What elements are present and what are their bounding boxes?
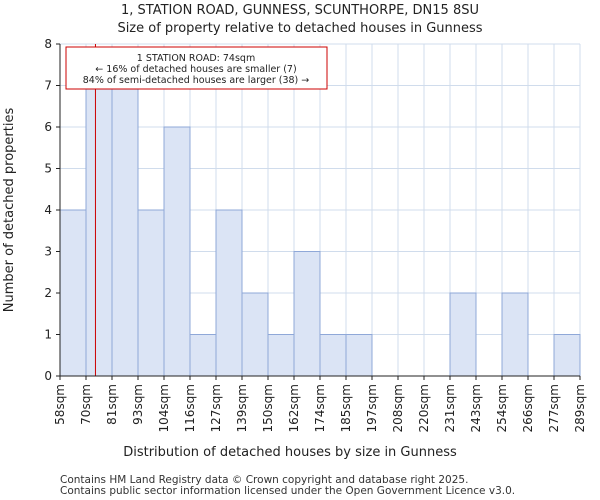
y-tick-label-5: 5 [44,162,52,176]
bar-93sqm [137,209,165,377]
x-tick-label-174sqm: 174sqm [313,384,327,432]
y-tick-label-2: 2 [44,286,52,300]
axes [56,43,581,380]
bar-162sqm [293,251,321,377]
annotation-frame [65,46,328,90]
bar-104sqm [163,126,191,377]
bar-174sqm [319,334,347,377]
y-tick-label-8: 8 [44,37,52,51]
y-tick-label-7: 7 [44,79,52,93]
y-tick-label-4: 4 [44,203,52,217]
x-tick-label-104sqm: 104sqm [157,384,171,432]
x-tick-label-81sqm: 81sqm [105,384,119,425]
y-tick-label-0: 0 [44,369,52,383]
y-tick-labels: 0 1 2 3 4 5 6 7 8 [44,37,52,383]
bar-139sqm [241,292,269,377]
annotation-line-2: ← 16% of detached houses are smaller (7) [95,64,296,75]
bar-127sqm [215,209,243,377]
annotation-line-1: 1 STATION ROAD: 74sqm [137,53,255,64]
y-axis-label: Number of detached properties [2,108,17,313]
x-tick-label-139sqm: 139sqm [235,384,249,432]
bars [59,85,581,377]
y-tick-label-3: 3 [44,245,52,259]
x-tick-label-231sqm: 231sqm [443,384,457,432]
y-tick-label-6: 6 [44,120,52,134]
bar-58sqm [59,209,87,377]
x-tick-label-70sqm: 70sqm [79,384,93,425]
bar-231sqm [449,292,477,377]
x-tick-label-58sqm: 58sqm [53,384,67,425]
x-tick-label-185sqm: 185sqm [339,384,353,432]
x-tick-label-162sqm: 162sqm [287,384,301,432]
x-tick-label-150sqm: 150sqm [261,384,275,432]
x-axis-label: Distribution of detached houses by size … [123,445,457,460]
x-tick-label-208sqm: 208sqm [391,384,405,432]
bar-254sqm [501,292,529,377]
annotation-line-3: 84% of semi-detached houses are larger (… [83,75,310,86]
bar-70sqm [85,85,113,377]
footer-line-2: Contains public sector information licen… [60,485,516,497]
x-tick-label-243sqm: 243sqm [469,384,483,432]
chart-subtitle: Size of property relative to detached ho… [117,21,482,36]
bar-150sqm [267,334,295,377]
y-tick-label-1: 1 [44,328,52,342]
x-tick-label-220sqm: 220sqm [417,384,431,432]
x-tick-label-127sqm: 127sqm [209,384,223,432]
footer-line-1: Contains HM Land Registry data © Crown c… [60,474,469,486]
bar-116sqm [189,334,217,377]
x-tick-label-254sqm: 254sqm [495,384,509,432]
chart-title: 1, STATION ROAD, GUNNESS, SCUNTHORPE, DN… [121,3,479,18]
bar-185sqm [345,334,373,377]
x-tick-label-277sqm: 277sqm [547,384,561,432]
bar-81sqm [111,85,139,377]
x-tick-label-116sqm: 116sqm [183,384,197,432]
bar-277sqm [553,334,581,377]
annotation-box: 1 STATION ROAD: 74sqm ← 16% of detached … [65,46,328,90]
x-tick-labels: 58sqm 70sqm 81sqm 93sqm 104sqm 116sqm 127sqm 13… [53,384,587,432]
x-tick-label-93sqm: 93sqm [131,384,145,425]
x-tick-label-289sqm: 289sqm [573,384,587,432]
x-tick-label-197sqm: 197sqm [365,384,379,432]
x-tick-label-266sqm: 266sqm [521,384,535,432]
